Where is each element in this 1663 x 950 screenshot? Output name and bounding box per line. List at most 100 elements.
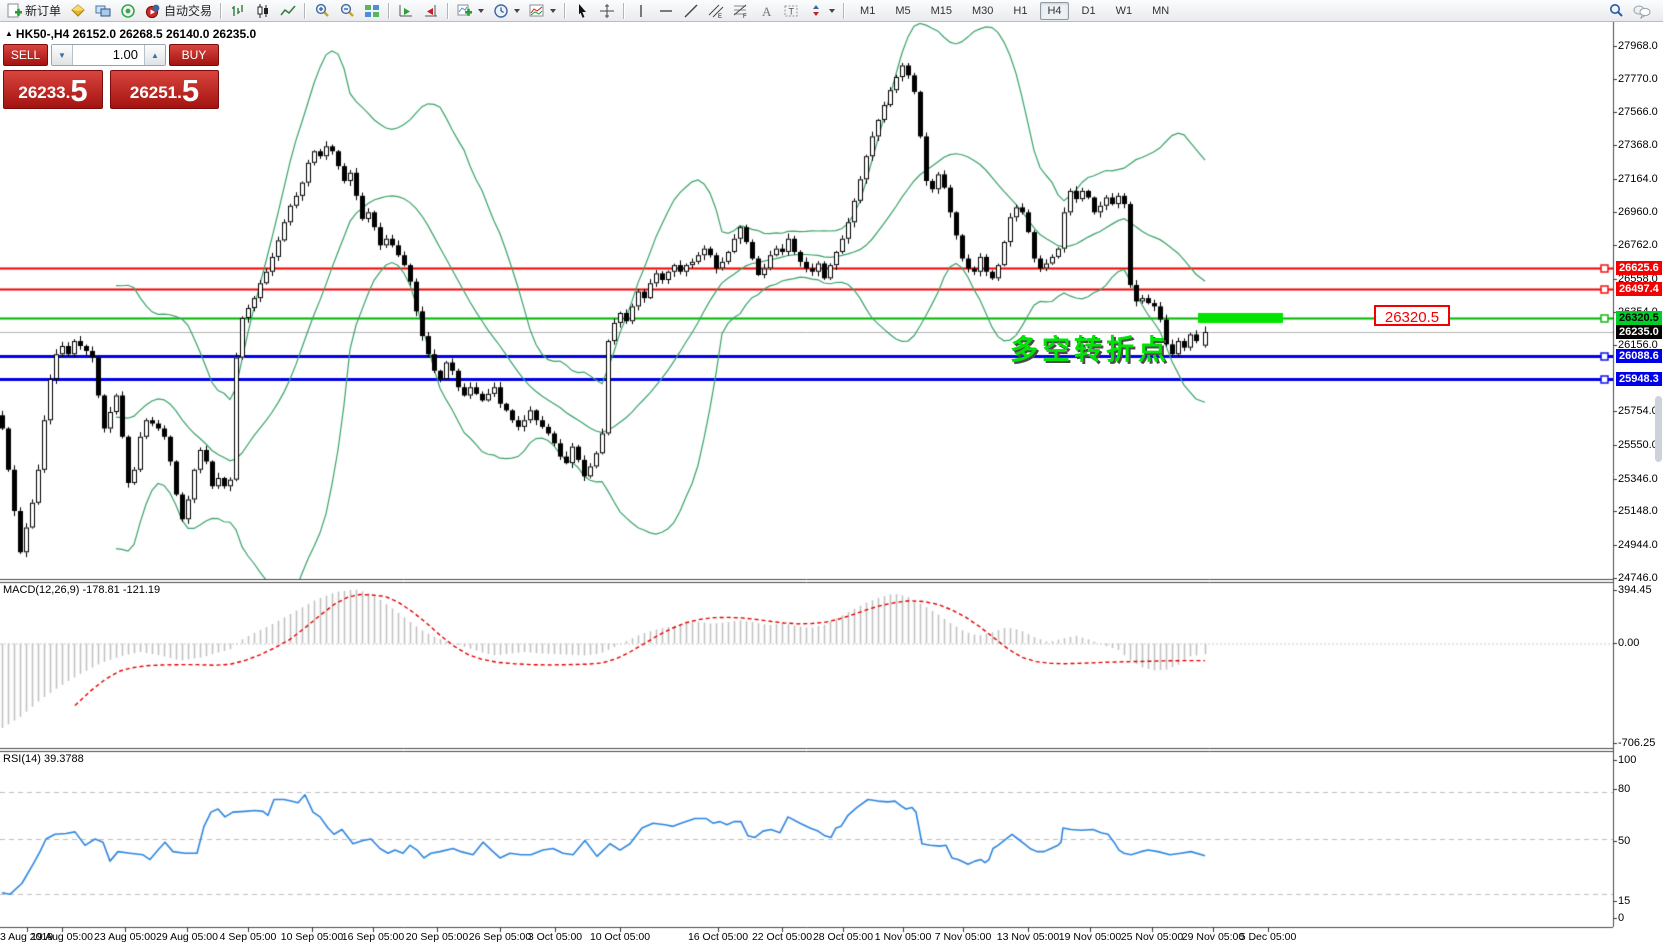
- arrows-icon: [808, 3, 824, 19]
- tab-timeframe-m30[interactable]: M30: [972, 4, 994, 17]
- text-label-icon: T: [783, 3, 799, 19]
- indicators-button[interactable]: [453, 0, 488, 22]
- tile-windows-icon: [364, 3, 380, 19]
- history-button[interactable]: [66, 0, 90, 22]
- autotrading-button[interactable]: 自动交易: [141, 0, 216, 22]
- price-callout-label[interactable]: 26320.5: [1374, 305, 1450, 326]
- arrows-tool-button[interactable]: [804, 0, 839, 22]
- templates-button[interactable]: [525, 0, 560, 22]
- terminals-icon: [95, 3, 111, 19]
- volume-increase-button[interactable]: ▲: [144, 45, 165, 65]
- zoom-out-button[interactable]: [335, 0, 359, 22]
- annotation-text[interactable]: 多空转折点: [1010, 334, 1171, 365]
- line-chart-icon: [280, 3, 296, 19]
- zoom-in-icon: [314, 3, 330, 19]
- tile-windows-button[interactable]: [360, 0, 384, 22]
- sell-price-main: 26233: [18, 83, 66, 102]
- buy-price-dot: .: [177, 83, 182, 102]
- one-click-trading-panel: SELL ▼ 1.00 ▲ BUY 26233. 5 26251. 5: [3, 44, 219, 109]
- chart-shift-button[interactable]: [419, 0, 443, 22]
- vertical-line-tool-button[interactable]: [629, 0, 653, 22]
- sell-price-dot: .: [65, 83, 71, 102]
- text-label-tool-button[interactable]: T: [779, 0, 803, 22]
- vertical-line-icon: [633, 3, 649, 19]
- new-order-label: 新订单: [25, 4, 62, 18]
- horizontal-line-tool-button[interactable]: [654, 0, 678, 22]
- auto-scroll-icon: [398, 3, 414, 19]
- auto-scroll-button[interactable]: [394, 0, 418, 22]
- fibonacci-icon: F: [733, 3, 749, 20]
- chat-button[interactable]: [1629, 0, 1653, 22]
- tab-timeframe-w1[interactable]: W1: [1115, 4, 1133, 17]
- fibonacci-tool-button[interactable]: F: [729, 0, 753, 22]
- sell-button[interactable]: SELL: [3, 44, 48, 66]
- tab-timeframe-d1[interactable]: D1: [1081, 4, 1096, 17]
- zoom-out-icon: [339, 3, 355, 19]
- tab-timeframe-m15[interactable]: M15: [930, 4, 952, 17]
- chevron-down-icon: [514, 8, 521, 13]
- chat-bubbles-icon: [1633, 3, 1651, 19]
- candlestick-icon: [255, 3, 271, 19]
- text-icon: A: [758, 3, 774, 19]
- line-chart-mode-button[interactable]: [276, 0, 300, 22]
- svg-text:E: E: [718, 14, 722, 19]
- sell-price-fraction: 5: [70, 73, 88, 108]
- toolbar-separator: [447, 2, 450, 19]
- tab-timeframe-mn[interactable]: MN: [1152, 4, 1170, 17]
- toolbar-separator: [843, 2, 846, 19]
- bar-chart-icon: [230, 3, 246, 19]
- tab-timeframe-h1[interactable]: H1: [1013, 4, 1028, 17]
- toolbar-separator: [388, 2, 391, 19]
- toolbar: 新订单 自动交易: [0, 0, 1663, 22]
- candle-chart-mode-button[interactable]: [251, 0, 275, 22]
- crosshair-tool-button[interactable]: [595, 0, 619, 22]
- radar-icon: [120, 3, 136, 19]
- buy-button[interactable]: BUY: [169, 44, 219, 66]
- zoom-in-button[interactable]: [310, 0, 334, 22]
- trendline-tool-button[interactable]: [679, 0, 703, 22]
- tab-timeframe-m1[interactable]: M1: [860, 4, 876, 17]
- cursor-icon: [574, 3, 590, 19]
- chevron-down-icon: [478, 8, 485, 13]
- svg-text:A: A: [762, 4, 772, 19]
- radar-button[interactable]: [116, 0, 140, 22]
- funnel-icon: [70, 3, 86, 19]
- periods-button[interactable]: [489, 0, 524, 22]
- equidistant-channel-icon: E: [708, 3, 724, 20]
- buy-price-fraction: 5: [181, 73, 200, 108]
- autotrading-icon: [145, 3, 161, 19]
- trendline-icon: [683, 3, 699, 19]
- search-icon: [1608, 3, 1624, 19]
- tab-timeframe-h4[interactable]: H4: [1040, 1, 1069, 20]
- horizontal-line-icon: [658, 3, 674, 19]
- bar-chart-mode-button[interactable]: [226, 0, 250, 22]
- timeframe-group: M1 M5 M15 M30 H1 H4 D1 W1 MN: [853, 1, 1176, 20]
- chart-shift-icon: [423, 3, 439, 19]
- new-order-button[interactable]: 新订单: [2, 0, 65, 22]
- new-order-icon: [6, 3, 22, 19]
- text-tool-button[interactable]: A: [754, 0, 778, 22]
- toolbar-separator: [220, 2, 223, 19]
- add-indicator-icon: [457, 3, 473, 19]
- clock-icon: [493, 3, 509, 19]
- svg-text:T: T: [789, 6, 795, 16]
- buy-price-display[interactable]: 26251. 5: [110, 70, 219, 109]
- scrollbar-thumb[interactable]: [1655, 396, 1662, 462]
- volume-value[interactable]: 1.00: [112, 47, 138, 62]
- autotrading-label: 自动交易: [164, 4, 213, 18]
- volume-stepper: ▼ 1.00 ▲: [51, 44, 166, 66]
- search-button[interactable]: [1604, 0, 1628, 22]
- volume-decrease-button[interactable]: ▼: [52, 45, 73, 65]
- chevron-down-icon: [550, 8, 557, 13]
- terminals-button[interactable]: [91, 0, 115, 22]
- toolbar-separator: [623, 2, 626, 19]
- buy-price-main: 26251: [129, 83, 178, 102]
- channel-tool-button[interactable]: E: [704, 0, 728, 22]
- tab-timeframe-m5[interactable]: M5: [895, 4, 911, 17]
- price-chart[interactable]: [0, 22, 1663, 950]
- cursor-tool-button[interactable]: [570, 0, 594, 22]
- chevron-down-icon: [829, 8, 836, 13]
- sell-price-display[interactable]: 26233. 5: [3, 70, 103, 109]
- crosshair-icon: [599, 3, 615, 19]
